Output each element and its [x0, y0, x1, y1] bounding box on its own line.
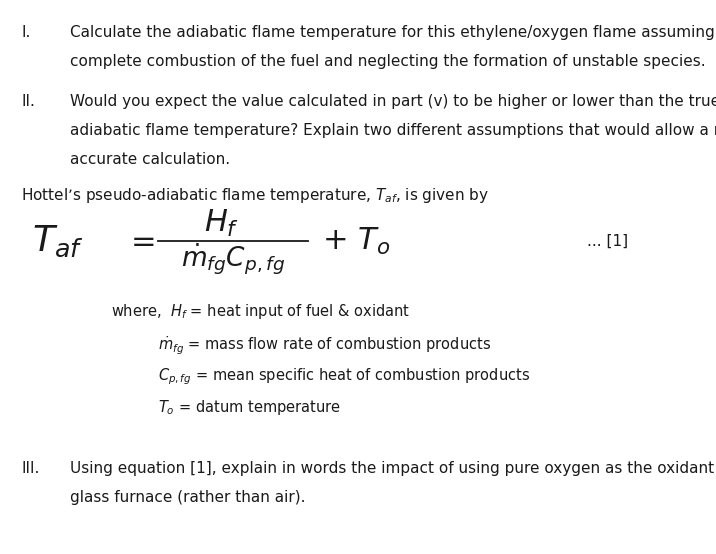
Text: Would you expect the value calculated in part (v) to be higher or lower than the: Would you expect the value calculated in… [70, 94, 716, 109]
Text: $C_{p,fg}$ = mean specific heat of combustion products: $C_{p,fg}$ = mean specific heat of combu… [158, 366, 530, 387]
Text: adiabatic flame temperature? Explain two different assumptions that would allow : adiabatic flame temperature? Explain two… [70, 123, 716, 138]
Text: Using equation [1], explain in words the impact of using pure oxygen as the oxid: Using equation [1], explain in words the… [70, 461, 716, 476]
Text: $\dot{m}_{fg}C_{p,fg}$: $\dot{m}_{fg}C_{p,fg}$ [180, 241, 285, 276]
Text: $=$: $=$ [125, 227, 155, 255]
Text: accurate calculation.: accurate calculation. [70, 152, 231, 167]
Text: II.: II. [21, 94, 35, 109]
Text: ... [1]: ... [1] [587, 233, 628, 249]
Text: Calculate the adiabatic flame temperature for this ethylene/oxygen flame assumin: Calculate the adiabatic flame temperatur… [70, 25, 715, 40]
Text: $T_o$ = datum temperature: $T_o$ = datum temperature [158, 398, 340, 417]
Text: glass furnace (rather than air).: glass furnace (rather than air). [70, 490, 306, 505]
Text: where,  $H_f$ = heat input of fuel & oxidant: where, $H_f$ = heat input of fuel & oxid… [111, 302, 410, 321]
Text: $H_f$: $H_f$ [204, 208, 240, 239]
Text: III.: III. [21, 461, 40, 476]
Text: I.: I. [21, 25, 31, 40]
Text: $\dot{m}_{fg}$ = mass flow rate of combustion products: $\dot{m}_{fg}$ = mass flow rate of combu… [158, 334, 490, 357]
Text: Hottel’s pseudo-adiabatic flame temperature, $T_{af}$, is given by: Hottel’s pseudo-adiabatic flame temperat… [21, 186, 490, 204]
Text: $+\ T_o$: $+\ T_o$ [322, 225, 390, 257]
Text: $T_{af}$: $T_{af}$ [32, 223, 84, 259]
Text: complete combustion of the fuel and neglecting the formation of unstable species: complete combustion of the fuel and negl… [70, 54, 706, 69]
